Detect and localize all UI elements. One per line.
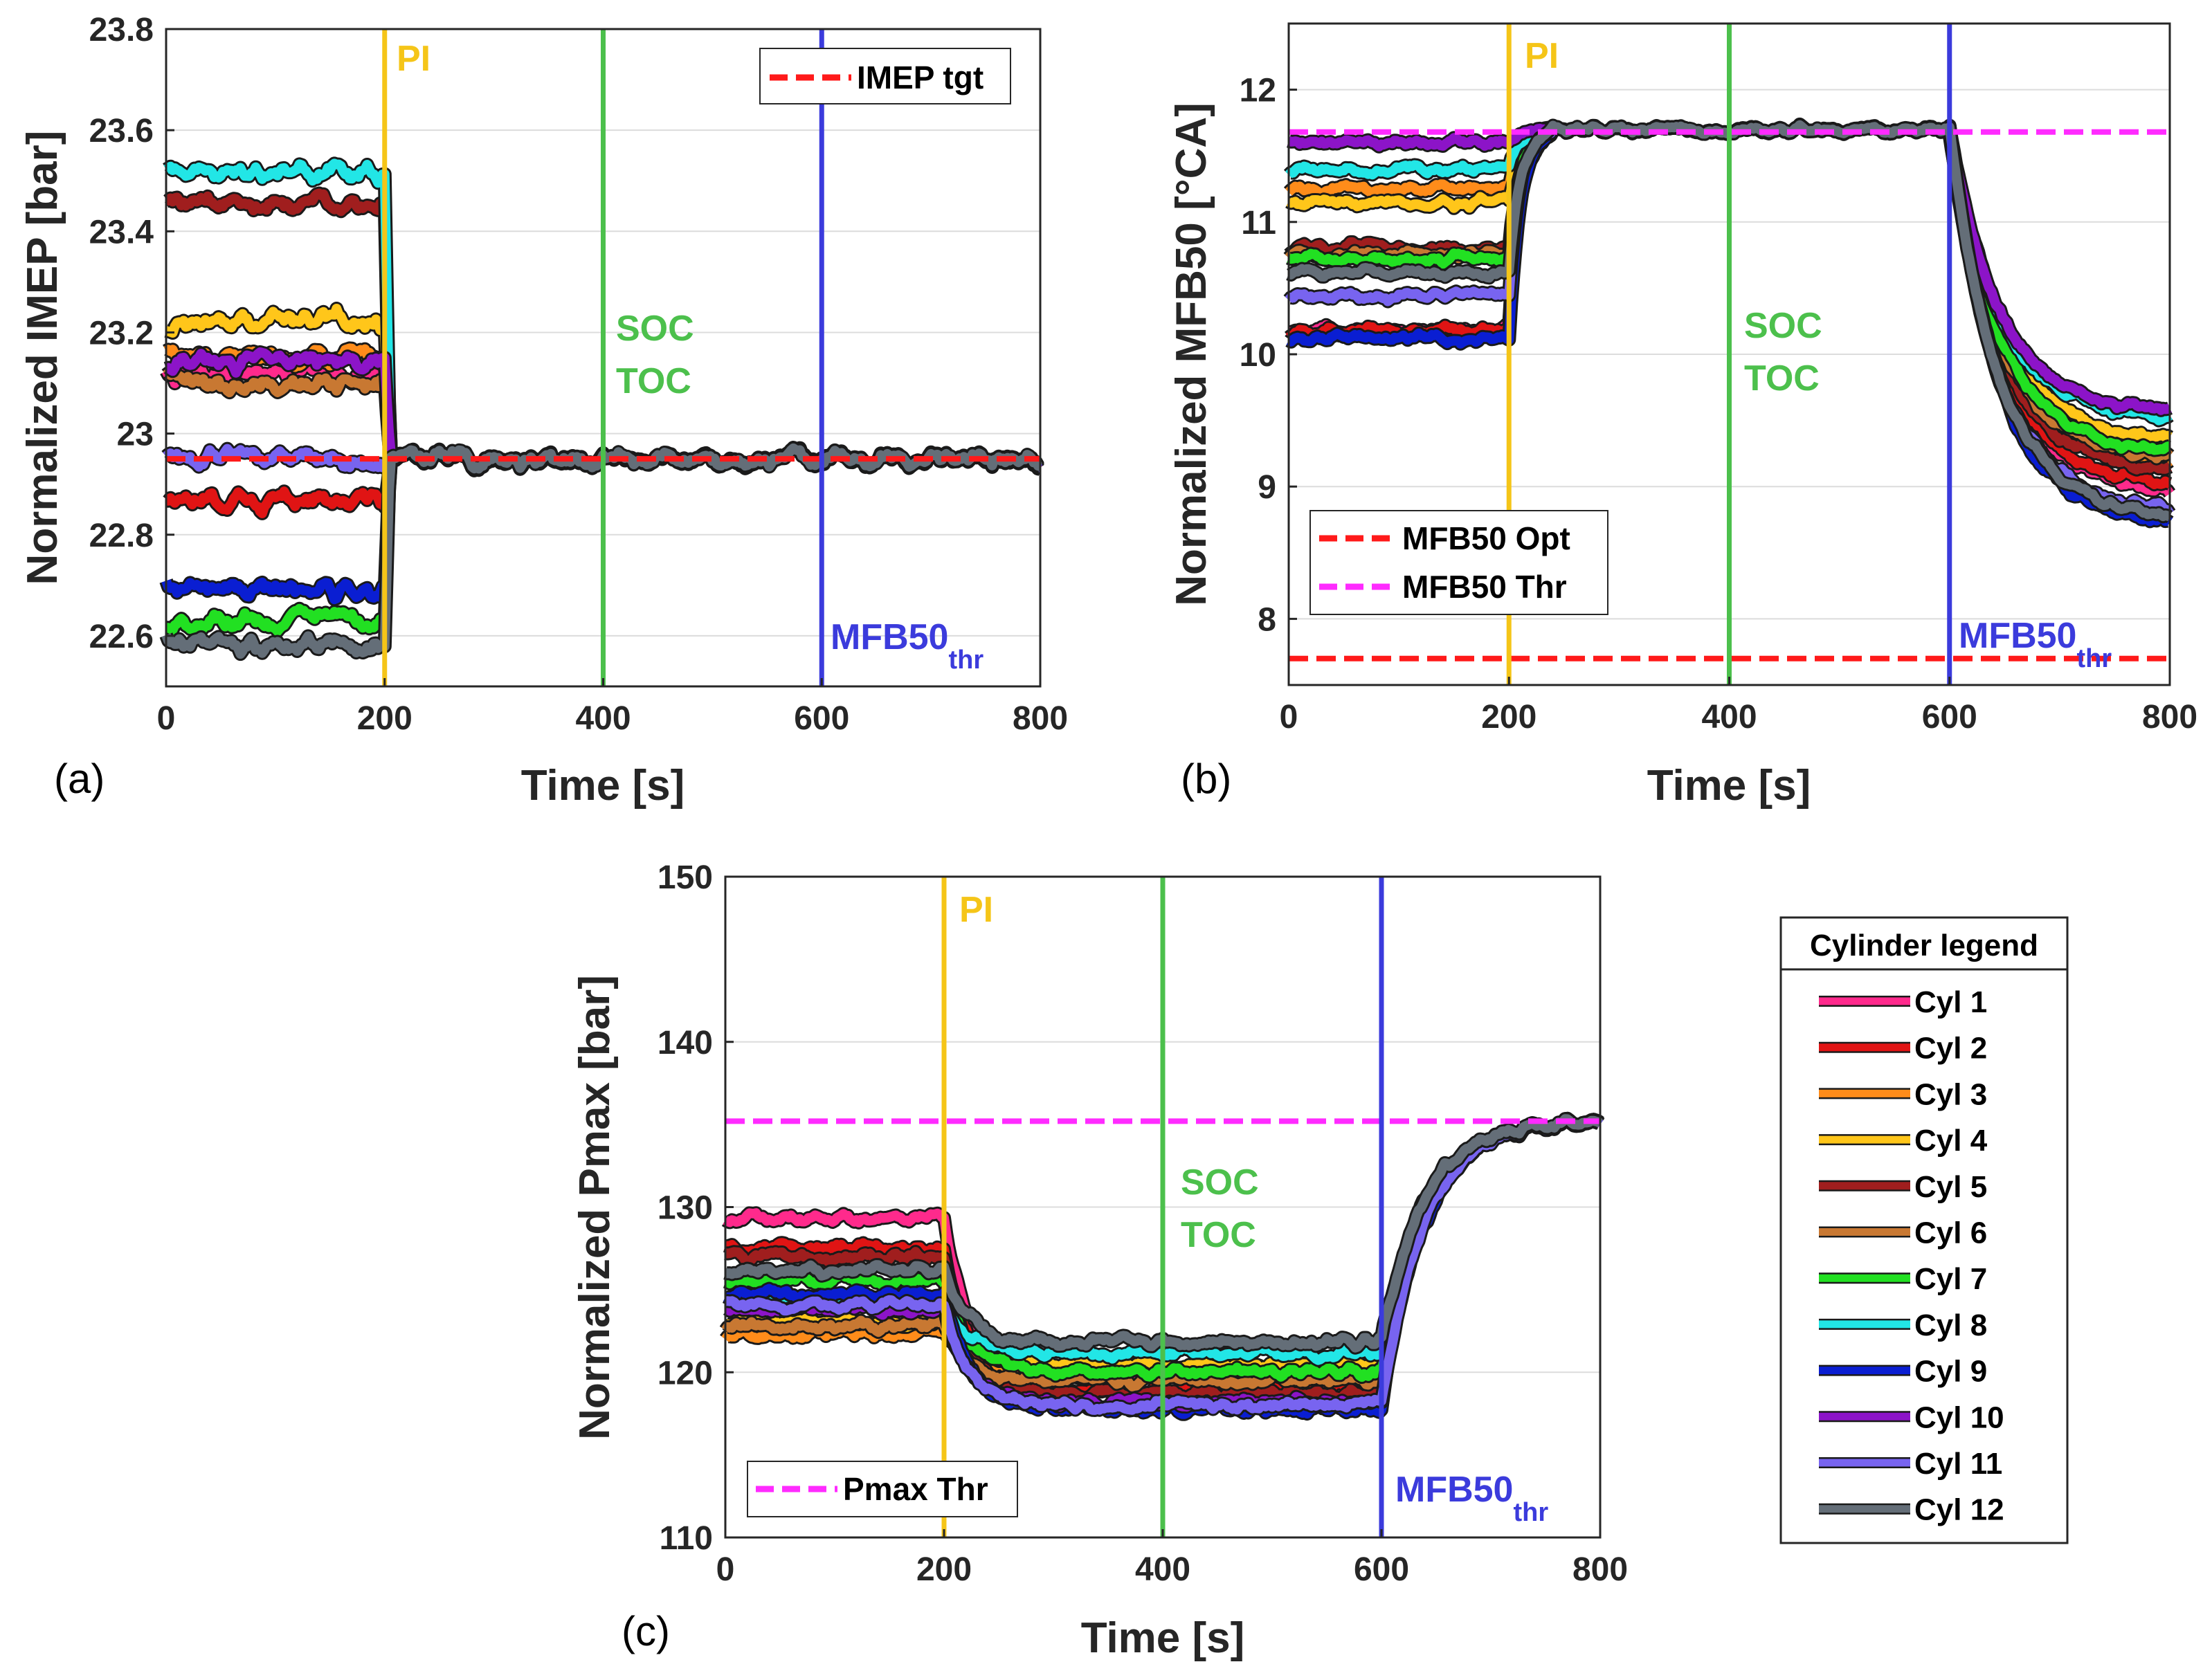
y-axis-label: Normalized MFB50 [°CA]: [1168, 102, 1215, 606]
x-axis-label: Time [s]: [1647, 762, 1811, 810]
event-label-soc: SOC: [1744, 306, 1822, 346]
legend-label: IMEP tgt: [857, 60, 983, 95]
legend: IMEP tgt: [759, 48, 1011, 104]
panel-label-a: (a): [54, 756, 105, 802]
event-label-pi: PI: [397, 39, 430, 79]
x-axis-label: Time [s]: [521, 762, 685, 810]
x-axis-label: Time [s]: [1081, 1614, 1245, 1662]
x-tick-label: 0: [1280, 699, 1298, 736]
legend-label: MFB50 Opt: [1402, 520, 1570, 556]
x-tick-label: 200: [357, 700, 413, 737]
x-tick-label: 800: [1572, 1551, 1628, 1588]
cylinder-legend-label: Cyl 9: [1914, 1355, 1987, 1389]
cylinder-legend-label: Cyl 11: [1914, 1447, 2002, 1481]
x-tick-label: 200: [916, 1551, 972, 1588]
x-tick-label: 600: [794, 700, 849, 737]
event-label-mfb50: MFB50thr: [1395, 1470, 1548, 1527]
y-tick-label: 10: [1240, 337, 1276, 374]
chart-imep: 0 200 400 600 800 22.6 22.8 23 23.2 23.4 23.6 23.8…: [19, 12, 1068, 810]
cylinder-legend-label: Cyl 10: [1914, 1400, 2004, 1434]
event-label-pi: PI: [1525, 36, 1559, 76]
x-tick-label: 800: [2142, 699, 2197, 736]
y-tick-label: 11: [1241, 205, 1276, 241]
cylinder-legend-label: Cyl 6: [1914, 1216, 1987, 1250]
x-tick-label: 400: [1701, 699, 1757, 736]
panel-label-c: (c): [622, 1608, 670, 1654]
y-tick-label: 8: [1258, 601, 1276, 638]
event-lines: [382, 29, 824, 686]
event-label-soc: SOC: [1181, 1162, 1259, 1203]
y-tick-label: 22.6: [89, 619, 154, 655]
chart-pmax: 0 200 400 600 800 110 120 130 140 150 PI SOC TOC…: [571, 859, 1628, 1662]
y-ticks: 110 120 130 140 150: [658, 859, 734, 1557]
cylinder-legend-label: Cyl 3: [1914, 1077, 1987, 1111]
cylinder-legend-label: Cyl 12: [1914, 1493, 2004, 1527]
y-tick-label: 23.6: [89, 113, 154, 149]
cylinder-legend-label: Cyl 8: [1914, 1308, 1987, 1342]
y-axis-label: Normalized IMEP [bar]: [19, 131, 66, 585]
y-axis-label: Normalized Pmax [bar]: [571, 975, 619, 1440]
event-label-toc: TOC: [616, 361, 691, 401]
cylinder-legend-label: Cyl 2: [1914, 1032, 1987, 1066]
y-tick-label: 150: [658, 859, 713, 896]
chart-mfb50: 0 200 400 600 800 8 9 10 11 12 PI SOC TOC MFB50t…: [1168, 22, 2197, 810]
legend: Pmax Thr: [747, 1461, 1018, 1517]
y-tick-label: 23.8: [89, 12, 154, 48]
y-ticks: 22.6 22.8 23 23.2 23.4 23.6 23.8: [89, 12, 174, 655]
cylinder-legend-label: Cyl 5: [1914, 1170, 1987, 1204]
event-lines: [941, 877, 1384, 1537]
x-ticks: 0 200 400 600 800: [157, 678, 1068, 737]
cylinder-legend-label: Cyl 4: [1914, 1124, 1988, 1158]
panel-label-b: (b): [1181, 756, 1231, 802]
x-tick-label: 600: [1354, 1551, 1409, 1588]
y-tick-label: 120: [658, 1355, 713, 1391]
y-tick-label: 23.2: [89, 315, 154, 351]
reference-lines: [1289, 129, 2170, 661]
x-ticks: 0 200 400 600 800: [1280, 677, 2197, 736]
event-label-pi: PI: [959, 890, 993, 930]
event-label-toc: TOC: [1181, 1215, 1256, 1255]
x-tick-label: 200: [1481, 699, 1536, 736]
cylinder-legend-label: Cyl 7: [1914, 1262, 1987, 1296]
x-tick-label: 600: [1922, 699, 1977, 736]
y-tick-label: 23: [117, 417, 154, 453]
event-label-soc: SOC: [616, 309, 694, 349]
y-tick-label: 110: [660, 1520, 713, 1557]
y-tick-label: 130: [658, 1190, 713, 1227]
legend: MFB50 Opt MFB50 Thr: [1309, 510, 1608, 615]
legend-label: MFB50 Thr: [1402, 569, 1567, 605]
y-ticks: 8 9 10 11 12: [1240, 73, 1297, 638]
event-label-mfb50: MFB50thr: [1959, 616, 2112, 673]
cylinder-legend-title: Cylinder legend: [1810, 929, 2038, 962]
y-tick-label: 23.4: [89, 214, 154, 250]
event-label-mfb50: MFB50thr: [831, 617, 983, 675]
x-tick-label: 400: [1135, 1551, 1190, 1588]
x-tick-label: 0: [716, 1551, 735, 1588]
y-tick-label: 22.8: [89, 518, 154, 554]
y-tick-label: 12: [1240, 73, 1276, 109]
cylinder-legend-items: Cyl 1 Cyl 2 Cyl 3 Cyl 4 Cyl 5 Cyl 6 Cyl 7 Cyl 8…: [1819, 985, 2004, 1527]
legend-label: Pmax Thr: [843, 1471, 988, 1507]
x-tick-label: 800: [1013, 700, 1068, 737]
y-tick-label: 140: [658, 1025, 713, 1061]
event-label-toc: TOC: [1744, 358, 1820, 399]
x-tick-label: 0: [157, 700, 176, 737]
y-tick-label: 9: [1258, 469, 1276, 506]
cylinder-legend-label: Cyl 1: [1914, 985, 1987, 1019]
x-tick-label: 400: [575, 700, 631, 737]
x-ticks: 0 200 400 600 800: [716, 1529, 1628, 1588]
